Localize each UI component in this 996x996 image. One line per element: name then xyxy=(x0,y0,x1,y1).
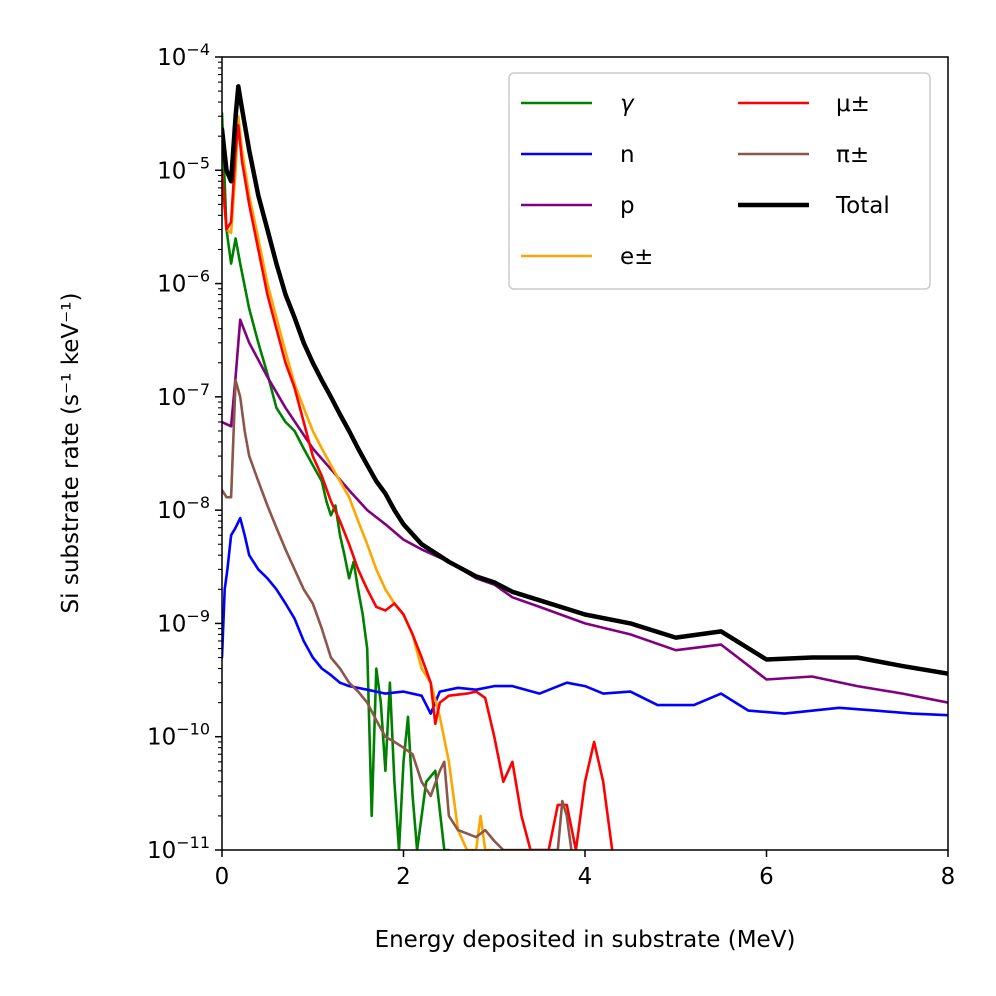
legend: γnp e± μ± π± Total xyxy=(508,72,931,290)
x-axis-label: Energy deposited in substrate (MeV) xyxy=(375,927,796,953)
legend-label-series: γ xyxy=(620,91,635,117)
series-line-1-series xyxy=(222,111,451,850)
legend-label-series: μ± xyxy=(836,91,870,117)
y-tick-label: 10−10 xyxy=(147,720,210,751)
legend-label-p: p xyxy=(620,193,635,219)
x-tick-label: 2 xyxy=(396,864,411,890)
x-tick-label: 0 xyxy=(215,864,230,890)
x-tick-label: 4 xyxy=(578,864,593,890)
series-line-4-e xyxy=(222,114,496,850)
x-tick-label: 6 xyxy=(759,864,774,890)
legend-label-total: Total xyxy=(835,193,890,219)
legend-label-n: n xyxy=(620,142,635,168)
y-tick-label: 10−7 xyxy=(157,380,210,411)
y-tick-label: 10−5 xyxy=(157,153,210,184)
y-tick-label: 10−11 xyxy=(147,833,210,864)
series-layer xyxy=(222,84,948,850)
series-line-5-series xyxy=(222,123,614,850)
y-tick-label: 10−8 xyxy=(157,493,210,524)
legend-label-e: e± xyxy=(620,244,653,270)
series-line-2-n xyxy=(222,516,948,717)
x-tick-label: 8 xyxy=(941,864,956,890)
legend-label-series: π± xyxy=(836,142,869,168)
series-line-7-total xyxy=(222,84,948,676)
legend-box xyxy=(508,72,931,290)
y-tick-label: 10−4 xyxy=(157,40,210,71)
y-axis-label: Si substrate rate (s⁻¹ keV⁻¹) xyxy=(58,293,84,614)
series-line-6-series xyxy=(222,379,573,850)
ticks-layer: 0 2 4 6 8 10−11 10−10 10−9 10−8 10−7 10−6 10−5 10−4 xyxy=(147,40,955,890)
y-tick-label: 10−9 xyxy=(157,606,210,637)
y-tick-label: 10−6 xyxy=(157,267,210,298)
